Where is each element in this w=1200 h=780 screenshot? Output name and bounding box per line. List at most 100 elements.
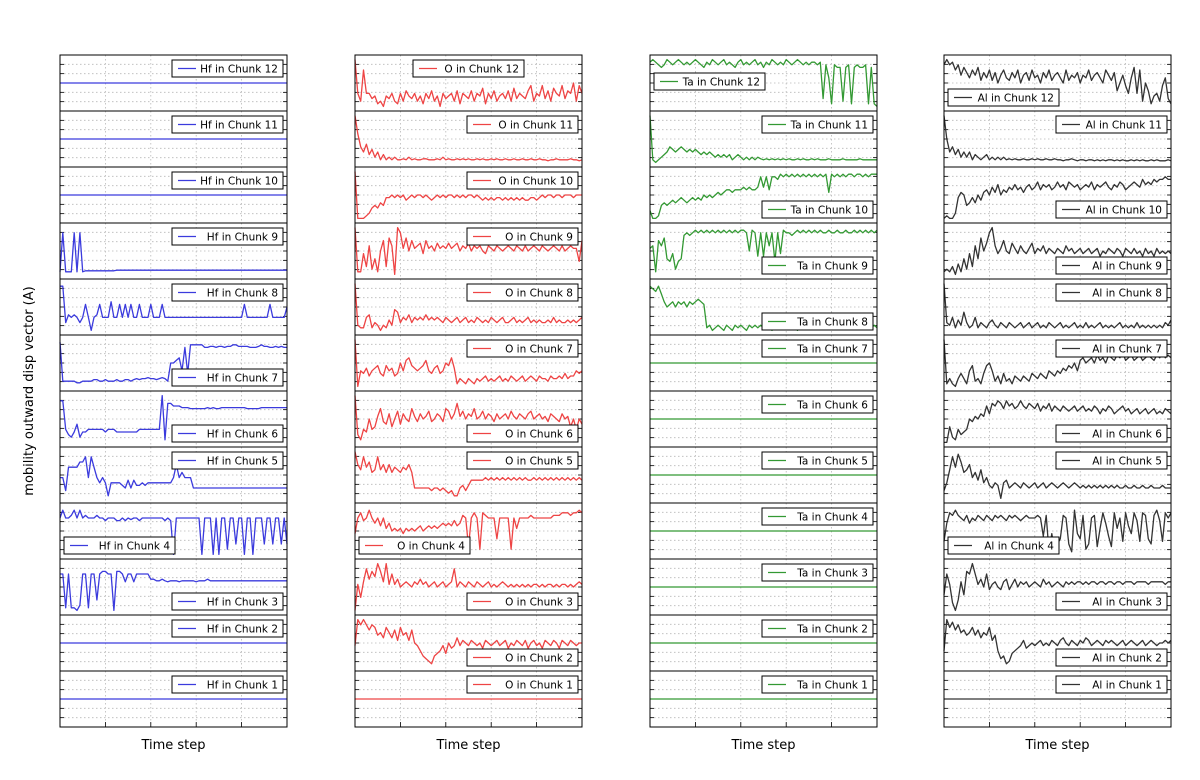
panel-hf-11: Hf in Chunk 11 — [59, 110, 288, 168]
legend: Al in Chunk 1 — [1055, 675, 1168, 694]
x-axis-label: Time step — [1024, 738, 1089, 753]
legend-frame — [761, 115, 874, 134]
legend-frame — [466, 451, 579, 470]
legend: Hf in Chunk 5 — [171, 451, 284, 470]
panel-hf-4: Hf in Chunk 4 — [59, 502, 288, 560]
legend: O in Chunk 4 — [358, 536, 471, 555]
legend: Ta in Chunk 7 — [761, 339, 874, 358]
panel-frame — [354, 670, 583, 728]
panel-hf-6: Hf in Chunk 6 — [59, 390, 288, 448]
panel-o-8: O in Chunk 8 — [354, 278, 583, 336]
panel-hf-7: Hf in Chunk 7 — [59, 334, 288, 392]
panel-o-10: O in Chunk 10 — [354, 166, 583, 224]
legend-label: Ta in Chunk 2 — [796, 623, 868, 635]
legend: Ta in Chunk 11 — [761, 115, 874, 134]
series-line-al-chunk-5 — [943, 453, 1171, 500]
legend-frame — [761, 507, 874, 526]
series-line-hf-chunk-7 — [59, 342, 287, 384]
panel-al-7: Al in Chunk 7 — [943, 334, 1172, 392]
legend: Al in Chunk 7 — [1055, 339, 1168, 358]
panel-ta-3: Ta in Chunk 3 — [649, 558, 878, 616]
legend-label: O in Chunk 10 — [498, 175, 573, 187]
legend-label: O in Chunk 6 — [505, 428, 573, 440]
legend-label: Ta in Chunk 6 — [796, 399, 868, 411]
legend-label: Al in Chunk 6 — [1092, 428, 1162, 440]
legend: Al in Chunk 2 — [1055, 648, 1168, 667]
legend-label: O in Chunk 12 — [444, 63, 519, 75]
legend: O in Chunk 8 — [466, 283, 579, 302]
series-line-al-chunk-9 — [943, 226, 1172, 276]
legend-label: Ta in Chunk 1 — [796, 679, 868, 691]
legend: Ta in Chunk 4 — [761, 507, 874, 526]
legend-label: Al in Chunk 12 — [978, 92, 1054, 104]
series-line-al-chunk-11 — [943, 115, 1172, 162]
legend-frame — [1055, 451, 1168, 470]
legend-frame — [1055, 675, 1168, 694]
legend-label: Al in Chunk 2 — [1092, 652, 1162, 664]
legend-frame — [171, 592, 284, 611]
legend: O in Chunk 7 — [466, 339, 579, 358]
legend-label: O in Chunk 5 — [505, 455, 573, 467]
series-line-ta-chunk-9 — [649, 229, 878, 273]
legend: Hf in Chunk 9 — [171, 227, 284, 246]
series-line-o-chunk-6 — [354, 395, 583, 441]
legend-frame — [466, 675, 579, 694]
series-line-o-chunk-7 — [354, 339, 583, 388]
series-line-hf-chunk-5 — [60, 456, 287, 497]
legend: O in Chunk 9 — [466, 227, 579, 246]
legend-label: Ta in Chunk 8 — [796, 316, 868, 328]
series-line-hf-chunk-9 — [59, 232, 287, 273]
series-line-hf-chunk-6 — [60, 394, 287, 441]
panel-al-5: Al in Chunk 5 — [943, 446, 1172, 504]
legend-frame — [63, 536, 176, 555]
legend-frame — [466, 339, 579, 358]
legend: Ta in Chunk 10 — [761, 200, 874, 219]
panel-hf-2: Hf in Chunk 2 — [59, 614, 288, 672]
legend-label: Ta in Chunk 12 — [682, 76, 760, 88]
panel-ta-10: Ta in Chunk 10 — [649, 166, 878, 224]
legend: O in Chunk 12 — [412, 59, 525, 78]
panel-ta-11: Ta in Chunk 11 — [649, 110, 878, 168]
panel-ta-5: Ta in Chunk 5 — [649, 446, 878, 504]
legend-frame — [171, 171, 284, 190]
legend: Hf in Chunk 11 — [171, 115, 284, 134]
legend: Ta in Chunk 3 — [761, 563, 874, 582]
legend-label: Al in Chunk 7 — [1092, 343, 1162, 355]
legend: O in Chunk 11 — [466, 115, 579, 134]
legend-label: Hf in Chunk 1 — [207, 679, 278, 691]
panel-ta-12: Ta in Chunk 12 — [649, 54, 878, 112]
panel-o-9: O in Chunk 9 — [354, 222, 583, 280]
series-line-al-chunk-10 — [943, 176, 1171, 220]
panel-al-4: Al in Chunk 4 — [943, 502, 1172, 560]
legend: Hf in Chunk 2 — [171, 619, 284, 638]
panel-al-2: Al in Chunk 2 — [943, 614, 1172, 672]
legend-frame — [761, 619, 874, 638]
legend-label: Hf in Chunk 9 — [207, 231, 278, 243]
legend: Al in Chunk 4 — [947, 536, 1060, 555]
legend-label: Hf in Chunk 2 — [207, 623, 278, 635]
panel-o-4: O in Chunk 4 — [354, 502, 583, 560]
series-line-o-chunk-5 — [354, 451, 583, 497]
legend: Al in Chunk 8 — [1055, 283, 1168, 302]
legend-label: O in Chunk 7 — [505, 343, 573, 355]
panel-o-11: O in Chunk 11 — [354, 110, 583, 168]
legend: Al in Chunk 6 — [1055, 424, 1168, 443]
panel-hf-8: Hf in Chunk 8 — [59, 278, 288, 336]
series-line-o-chunk-10 — [354, 171, 582, 220]
legend-label: Hf in Chunk 7 — [207, 372, 278, 384]
panel-ta-2: Ta in Chunk 2 — [649, 614, 878, 672]
panel-o-3: O in Chunk 3 — [354, 558, 583, 616]
panel-hf-9: Hf in Chunk 9 — [59, 222, 288, 280]
legend: Hf in Chunk 3 — [171, 592, 284, 611]
legend-frame — [171, 227, 284, 246]
panel-al-11: Al in Chunk 11 — [943, 110, 1172, 168]
legend-frame — [171, 675, 284, 694]
panel-ta-1: Ta in Chunk 1 — [649, 670, 878, 728]
series-line-al-chunk-6 — [944, 400, 1172, 444]
legend-frame — [466, 283, 579, 302]
panel-al-9: Al in Chunk 9 — [943, 222, 1172, 280]
series-line-ta-chunk-12 — [649, 58, 878, 107]
legend: O in Chunk 10 — [466, 171, 579, 190]
panel-frame — [59, 670, 288, 728]
